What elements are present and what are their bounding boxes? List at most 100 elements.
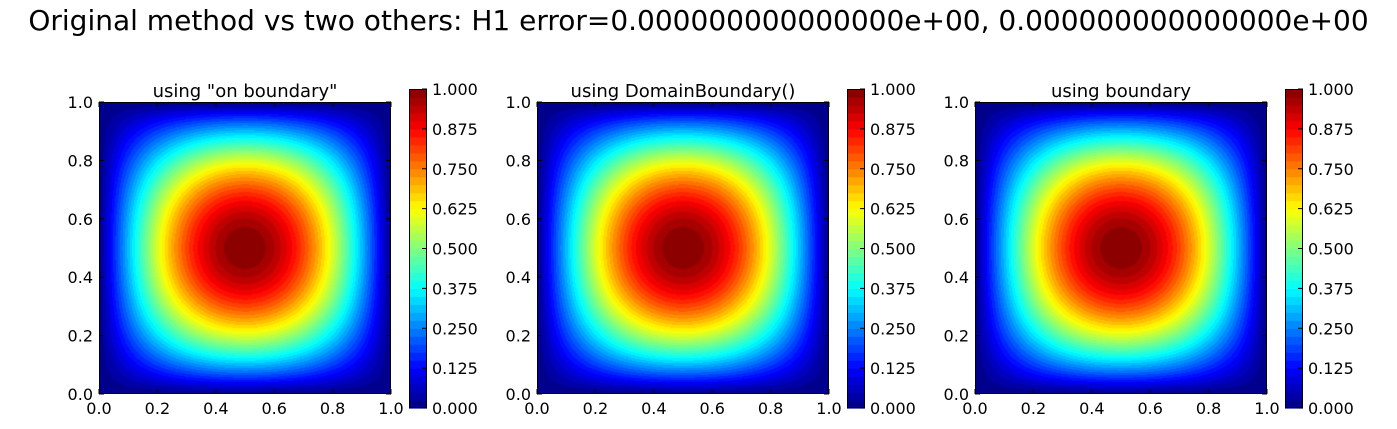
y-tick-label: 0.4 xyxy=(506,268,531,287)
colorbar-segment xyxy=(1285,320,1303,329)
colorbar-segment xyxy=(1285,192,1303,202)
colorbar-segment xyxy=(1285,232,1303,242)
panel-1: using "on boundary" 0.0 0.2 0.4 0.6 0.8 1.0 0.0… xyxy=(68,80,478,418)
colorbar-segment xyxy=(847,384,865,393)
colorbar-tick-label: 0.625 xyxy=(870,200,916,219)
colorbar-tick-label: 1.000 xyxy=(1308,80,1354,99)
x-tick-label: 0.0 xyxy=(962,399,987,418)
y-tick-label: 0.2 xyxy=(68,327,93,346)
colorbar-segment xyxy=(409,184,427,194)
x-tick-label: 0.4 xyxy=(1079,399,1104,418)
colorbar-segment xyxy=(847,216,865,226)
colorbar-segment xyxy=(1285,336,1303,345)
colorbar-tick-label: 0.125 xyxy=(432,359,478,378)
colorbar-segment xyxy=(1285,304,1303,313)
colorbar-segment xyxy=(1285,104,1303,114)
y-tick-label: 0.6 xyxy=(506,210,531,229)
colorbar-segment xyxy=(1285,240,1303,250)
colorbar-segment xyxy=(847,89,865,98)
colorbar-segment xyxy=(847,296,865,305)
colorbar-segment xyxy=(1285,344,1303,353)
colorbar-segment xyxy=(847,368,865,377)
colorbar-segment xyxy=(847,128,865,138)
colorbar-segment xyxy=(847,208,865,218)
colorbar-segment xyxy=(409,152,427,162)
colorbar-segment xyxy=(847,232,865,242)
colorbar-segment xyxy=(1285,256,1303,266)
colorbar-segment xyxy=(1285,136,1303,146)
colorbar: 0.000 0.125 0.250 0.375 0.500 0.625 0.750 0.875… xyxy=(847,80,916,418)
y-tick-label: 0.8 xyxy=(68,151,93,170)
colorbar-segment xyxy=(409,120,427,130)
colorbar-segment xyxy=(847,312,865,321)
y-tick-label: 0.4 xyxy=(944,268,969,287)
colorbar-segment xyxy=(409,320,427,329)
colorbar-segment xyxy=(847,160,865,170)
colorbar-tick-label: 0.875 xyxy=(870,120,916,139)
colorbar-segment xyxy=(1285,184,1303,194)
colorbar-segment xyxy=(409,384,427,393)
colorbar-segment xyxy=(1285,384,1303,393)
colorbar-segment xyxy=(1285,400,1303,409)
x-tick-label: 0.2 xyxy=(583,399,608,418)
colorbar-segment xyxy=(409,200,427,210)
colorbar-segment xyxy=(409,216,427,226)
x-tick-label: 0.0 xyxy=(524,399,549,418)
colorbar-segment xyxy=(1285,376,1303,385)
colorbar-segment xyxy=(1285,200,1303,210)
x-tick-label: 0.6 xyxy=(699,399,724,418)
colorbar-segment xyxy=(1285,112,1303,122)
contour-field xyxy=(99,102,391,394)
colorbar-tick-label: 0.625 xyxy=(1308,200,1354,219)
colorbar-tick-label: 0.250 xyxy=(432,319,478,338)
axes-frame xyxy=(537,102,829,394)
y-tick-label: 0.6 xyxy=(68,210,93,229)
colorbar-segment xyxy=(847,144,865,154)
colorbar-tick-label: 0.875 xyxy=(1308,120,1354,139)
colorbar-segment xyxy=(409,352,427,361)
colorbar-segment xyxy=(1285,160,1303,170)
axes-frame xyxy=(975,102,1267,394)
x-tick-label: 1.0 xyxy=(378,399,403,418)
y-tick-label: 1.0 xyxy=(944,93,969,112)
colorbar: 0.000 0.125 0.250 0.375 0.500 0.625 0.750 0.875… xyxy=(1285,80,1354,418)
panel-title: using boundary xyxy=(1051,81,1191,102)
colorbar-segment xyxy=(1285,176,1303,186)
colorbar-segment xyxy=(409,192,427,202)
colorbar-tick-label: 0.125 xyxy=(1308,359,1354,378)
colorbar-segment xyxy=(1285,280,1303,289)
colorbar-tick-label: 0.125 xyxy=(870,359,916,378)
colorbar-segment xyxy=(847,328,865,337)
contour-field xyxy=(537,102,829,394)
colorbar-segment xyxy=(409,104,427,114)
colorbar-segment xyxy=(847,360,865,369)
colorbar-tick-label: 1.000 xyxy=(432,80,478,99)
x-tick-label: 0.8 xyxy=(320,399,345,418)
colorbar-segment xyxy=(1285,224,1303,234)
panel-title: using DomainBoundary() xyxy=(571,81,796,102)
y-tick-label: 0.0 xyxy=(506,385,531,404)
colorbar-tick-label: 0.875 xyxy=(432,120,478,139)
x-tick-label: 1.0 xyxy=(816,399,841,418)
colorbar-segment xyxy=(409,376,427,385)
colorbar-segment xyxy=(409,264,427,274)
colorbar-segment xyxy=(847,352,865,361)
y-tick-label: 0.0 xyxy=(68,385,93,404)
colorbar-segment xyxy=(409,208,427,218)
colorbar-tick-label: 0.250 xyxy=(870,319,916,338)
colorbar-segment xyxy=(409,296,427,305)
y-tick-label: 1.0 xyxy=(68,93,93,112)
colorbar-segment xyxy=(1285,152,1303,162)
x-tick-label: 0.6 xyxy=(1137,399,1162,418)
colorbar-segment xyxy=(1285,144,1303,154)
colorbar-tick-label: 1.000 xyxy=(870,80,916,99)
colorbar-segment xyxy=(409,176,427,186)
colorbar-segment xyxy=(1285,288,1303,297)
colorbar-segment xyxy=(409,240,427,250)
colorbar-segment xyxy=(1285,328,1303,337)
colorbar-segment xyxy=(847,192,865,202)
colorbar-segment xyxy=(1285,89,1303,98)
colorbar-segment xyxy=(847,224,865,234)
y-tick-label: 0.2 xyxy=(506,327,531,346)
y-tick-label: 0.4 xyxy=(68,268,93,287)
